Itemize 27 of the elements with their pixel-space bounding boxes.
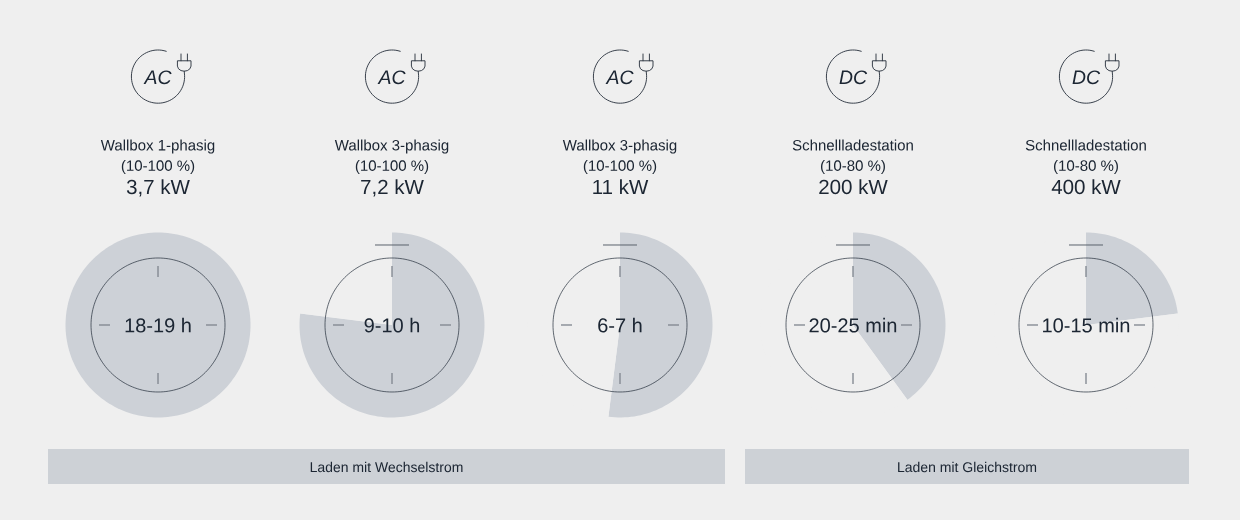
chart-subtitle: (10-100 %)	[583, 159, 657, 174]
text: Laden mit Wechselstrom	[310, 461, 463, 473]
text: DC	[1072, 70, 1101, 85]
text: AC	[605, 70, 634, 85]
text: 400 kW	[1051, 179, 1121, 195]
chart-subtitle: (10-80 %)	[1053, 159, 1118, 174]
text: 9-10 h	[364, 317, 420, 333]
chart-subtitle: (10-100 %)	[121, 159, 195, 174]
text: DC	[839, 70, 868, 85]
chart-subtitle: (10-100 %)	[355, 159, 429, 174]
chart-subtitle: (10-80 %)	[820, 159, 885, 174]
text: 18-19 h	[125, 317, 191, 333]
text: AC	[377, 70, 406, 85]
chart-title: Schnellladestation	[792, 139, 913, 151]
text: Laden mit Gleichstrom	[898, 461, 1037, 473]
chart-title: Wallbox 3-phasig	[334, 139, 449, 154]
text: 10-15 min	[1043, 317, 1130, 333]
chart-title: Wallbox 3-phasig	[562, 139, 677, 154]
chart-title: Schnellladestation	[1025, 139, 1146, 151]
text: 7,2 kW	[361, 179, 424, 197]
chart-title: Wallbox 1-phasig	[100, 139, 215, 154]
text: 11 kW	[593, 179, 649, 194]
text: 6-7 h	[598, 317, 642, 333]
text: 3,7 kW	[126, 179, 190, 197]
text: 200 kW	[819, 179, 888, 195]
text: 20-25 min	[809, 317, 897, 333]
text: AC	[143, 70, 172, 85]
